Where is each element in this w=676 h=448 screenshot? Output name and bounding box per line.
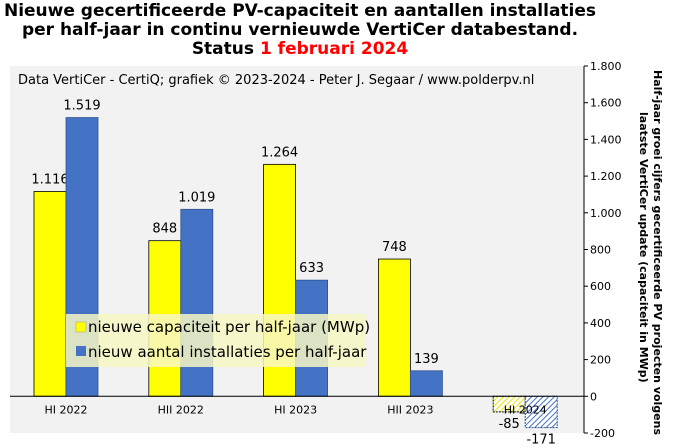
bar-installations-4	[524, 395, 558, 429]
y-tick-label-0: -200	[590, 427, 615, 440]
data-label-capacity-2: 1.264	[261, 145, 298, 160]
category-label-4: HI 2024	[504, 403, 547, 416]
category-label-3: HII 2023	[387, 403, 433, 416]
y-tick-label-6: 1.000	[590, 207, 622, 220]
data-label-installations-1: 1.019	[178, 190, 215, 205]
y-tick-label-1: 0	[590, 390, 597, 403]
y-tick-label-8: 1.400	[590, 133, 622, 146]
y-tick-label-7: 1.200	[590, 170, 622, 183]
y-axis-label-line-2: laatste VertiCer update (capaciteit in M…	[637, 112, 650, 383]
legend-box	[66, 314, 366, 367]
legend-swatch-capacity	[75, 321, 87, 333]
bar-installations-3	[409, 370, 443, 397]
data-label-capacity-0: 1.116	[31, 173, 68, 188]
bar-capacity-0	[33, 191, 67, 397]
category-label-2: HI 2023	[274, 403, 317, 416]
y-axis-label: Half-jaar groei cijfers gecertificeerde …	[637, 70, 664, 435]
y-tick-label-4: 600	[590, 280, 611, 293]
data-label-capacity-3: 748	[382, 240, 407, 255]
chart-credit: Data VertiCer - CertiQ; grafiek © 2023-2…	[18, 73, 534, 88]
y-tick-label-9: 1.600	[590, 97, 622, 110]
title-line-2: per half-jaar in continu vernieuwde Vert…	[21, 20, 579, 40]
legend-swatch-installations	[76, 346, 86, 356]
x-axis-categories: HI 2022 HII 2022 HI 2023 HII 2023 HI 2024	[44, 403, 546, 416]
data-label-installations-0: 1.519	[63, 99, 100, 114]
y-tick-label-5: 800	[590, 244, 611, 257]
title-status-date: 1 februari 2024	[259, 39, 409, 59]
y-tick-label-2: 200	[590, 354, 611, 367]
category-label-0: HI 2022	[44, 403, 87, 416]
legend-label-installations: nieuw aantal installaties per half-jaar	[88, 343, 367, 361]
chart-title: Nieuwe gecertificeerde PV-capaciteit en …	[0, 2, 600, 59]
data-label-installations-4: -171	[526, 433, 556, 448]
data-label-capacity-4: -85	[499, 417, 520, 432]
legend-label-capacity: nieuwe capaciteit per half-jaar (MWp)	[88, 318, 370, 336]
title-status-label: Status	[191, 39, 255, 59]
data-label-installations-2: 633	[299, 261, 324, 276]
y-tick-label-3: 400	[590, 317, 611, 330]
title-line-3: Status 1 februari 2024	[0, 40, 600, 59]
bar-installations-1	[180, 208, 214, 397]
category-label-1: HII 2022	[158, 403, 204, 416]
bar-capacity-3	[377, 258, 411, 397]
title-line-1: Nieuwe gecertificeerde PV-capaciteit en …	[3, 1, 597, 21]
data-label-installations-3: 139	[414, 352, 439, 367]
y-axis-label-line-1: Half-jaar groei cijfers gecertificeerde …	[651, 70, 664, 435]
y-axis: -200 0 200 400 600 800 1.000 1.200 1.400 1.600 1.8…	[583, 60, 622, 440]
y-tick-label-10: 1.800	[590, 60, 622, 73]
legend: nieuwe capaciteit per half-jaar (MWp) ni…	[66, 314, 370, 367]
data-label-capacity-1: 848	[152, 222, 177, 237]
